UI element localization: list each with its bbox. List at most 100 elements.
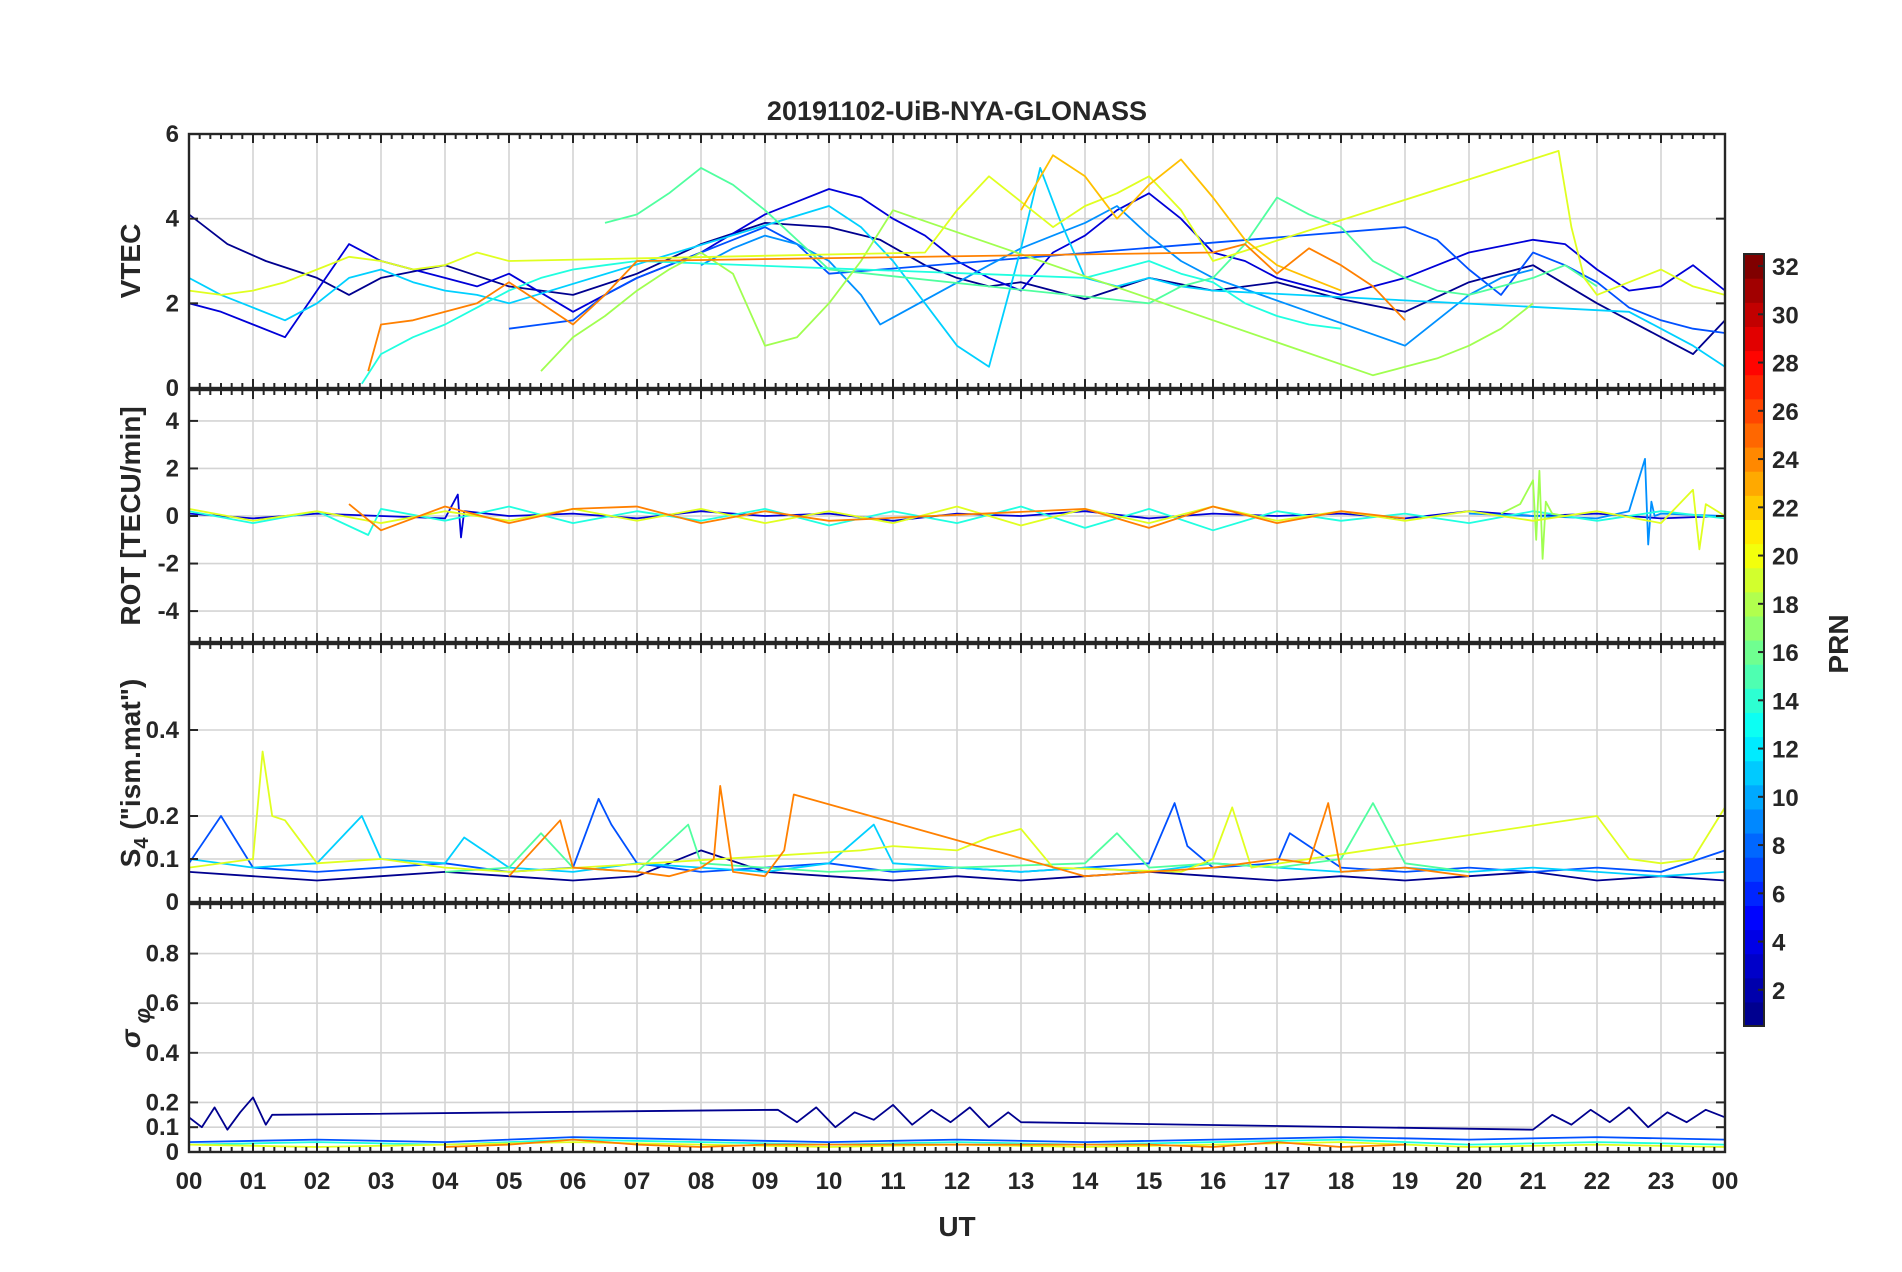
x-tick-label: 21 <box>1520 1168 1547 1195</box>
x-tick-label: 19 <box>1392 1168 1419 1195</box>
x-tick-label: 16 <box>1200 1168 1227 1195</box>
vtec-y-tick-label: 0 <box>166 375 179 402</box>
sigma_phi-y-tick-label: 0.1 <box>146 1114 179 1141</box>
colorbar-frame <box>1743 253 1765 1027</box>
s4-y-tick-label: 0.2 <box>146 803 179 830</box>
sigma_phi-series-prn-1 <box>189 1096 1725 1131</box>
vtec-y-tick-label: 4 <box>166 206 180 233</box>
colorbar-cell <box>1744 664 1764 689</box>
colorbar-cell <box>1744 447 1764 472</box>
colorbar-tick-label: 6 <box>1772 881 1785 908</box>
vtec-series-prn-6 <box>508 226 1725 334</box>
x-tick-label: 13 <box>1008 1168 1035 1195</box>
rot-series-prn-9 <box>1468 458 1725 546</box>
x-tick-label: 14 <box>1072 1168 1099 1195</box>
s4-traces <box>189 750 1725 882</box>
colorbar-cell <box>1744 953 1764 979</box>
x-tick-label: 15 <box>1136 1168 1163 1195</box>
colorbar-tick-label: 32 <box>1772 254 1799 281</box>
colorbar-tick-label: 20 <box>1772 544 1799 571</box>
x-tick-label: 11 <box>880 1168 905 1195</box>
colorbar-tick-label: 22 <box>1772 495 1799 522</box>
vtec-y-tick-label: 2 <box>166 290 179 317</box>
chart-title: 20191102-UiB-NYA-GLONASS <box>767 96 1147 126</box>
colorbar-cell <box>1744 929 1764 955</box>
colorbar-cell <box>1744 567 1764 593</box>
vtec-series-prn-22 <box>1020 154 1342 292</box>
rot-traces <box>189 458 1725 560</box>
x-tick-label: 01 <box>240 1168 267 1195</box>
vtec-y-axis-label: VTEC <box>115 224 146 299</box>
x-tick-label: 23 <box>1648 1168 1675 1195</box>
x-tick-label: 00 <box>176 1168 203 1195</box>
x-tick-label: 18 <box>1328 1168 1355 1195</box>
colorbar-cell <box>1744 326 1764 352</box>
vtec-frame <box>187 132 1727 390</box>
panel-sigma_phi: 00.10.2 0.4 0.6 0.8 σ φ <box>115 902 1727 1166</box>
colorbar-cell <box>1744 640 1764 665</box>
vtec-series-prn-1 <box>189 213 1725 355</box>
colorbar-tick-label: 2 <box>1772 978 1785 1005</box>
rot-frame <box>187 388 1727 644</box>
s4-y-axis-label: S4 ("ism.mat") <box>115 679 153 868</box>
colorbar-cell <box>1744 519 1764 545</box>
sigma_phi-y-tick-label: 0.8 <box>146 941 179 968</box>
x-tick-label: 12 <box>944 1168 971 1195</box>
rot-y-tick-label: -2 <box>158 551 179 578</box>
x-tick-label: 00 <box>1712 1168 1739 1195</box>
colorbar-tick-label: 28 <box>1772 351 1799 378</box>
colorbar-tick-label: 14 <box>1772 688 1799 715</box>
colorbar-label: PRN <box>1823 614 1854 673</box>
x-tick-label: 04 <box>432 1168 459 1195</box>
x-tick-label: 20 <box>1456 1168 1483 1195</box>
colorbar-cell <box>1744 712 1764 738</box>
colorbar-cell <box>1744 591 1764 617</box>
rot-y-tick-label: -4 <box>158 598 180 625</box>
x-tick-label: 08 <box>688 1168 715 1195</box>
colorbar-cell <box>1744 905 1764 931</box>
colorbar-tick-label: 24 <box>1772 447 1799 474</box>
colorbar-cell <box>1744 1001 1764 1027</box>
x-tick-label: 17 <box>1264 1168 1291 1195</box>
colorbar-cell <box>1744 254 1764 279</box>
rot-y-tick-label: 2 <box>166 455 179 482</box>
x-tick-label: 07 <box>624 1168 651 1195</box>
rot-y-tick-label: 4 <box>166 408 180 435</box>
x-tick-label: 06 <box>560 1168 587 1195</box>
colorbar-tick-label: 10 <box>1772 785 1799 812</box>
x-tick-label: 09 <box>752 1168 779 1195</box>
colorbar-cell <box>1744 784 1764 810</box>
vtec-series-prn-24 <box>367 243 1406 372</box>
panel-s4: 0 0.1 0.2 0.4S4 ("ism.mat") <box>115 642 1727 916</box>
colorbar-cell <box>1744 736 1764 762</box>
colorbar-cell <box>1744 760 1764 786</box>
colorbar-cell <box>1744 350 1764 376</box>
colorbar-cell <box>1744 398 1764 424</box>
rot-series-prn-20 <box>189 488 1725 551</box>
sigma_phi-y-axis-label: σ φ <box>115 1008 155 1048</box>
sigma_phi-y-tick-label: 0.4 <box>146 1040 180 1067</box>
s4-y-tick-label: 0.1 <box>146 846 179 873</box>
vtec-series-prn-9 <box>700 205 1534 347</box>
rot-y-axis-label: ROT [TECU/min] <box>115 406 146 625</box>
colorbar-cell <box>1744 688 1764 713</box>
rot-series-prn-24 <box>348 503 1406 532</box>
s4-series-prn-24 <box>508 785 1470 878</box>
rot-series-prn-18 <box>1500 469 1566 560</box>
x-axis: UT 00 01 02 03 04 05 06 07 08 09 10 11 12 13 14 15 16 17 1… <box>176 1168 1739 1242</box>
sigma_phi-series-prn-6 <box>189 1136 1725 1143</box>
colorbar-cell <box>1744 977 1764 1003</box>
colorbar-cell <box>1744 302 1764 327</box>
s4-series-prn-16 <box>444 802 1470 873</box>
sigma_phi-y-tick-label: 0 <box>166 1139 179 1166</box>
colorbar-cell <box>1744 471 1764 496</box>
colorbar-tick-label: 16 <box>1772 640 1799 667</box>
colorbar-cell <box>1744 422 1764 448</box>
sigma_phi-y-tick-label: 0.6 <box>146 990 179 1017</box>
colorbar-tick-label: 4 <box>1772 930 1786 957</box>
colorbar-tick-label: 12 <box>1772 737 1799 764</box>
s4-y-tick-label: 0 <box>166 889 179 916</box>
